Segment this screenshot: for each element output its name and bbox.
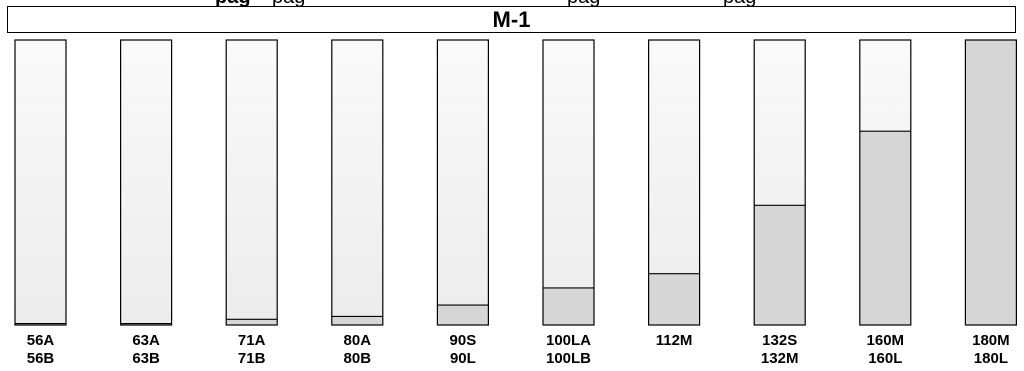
bar-outline-8 <box>859 39 912 326</box>
bar-outline-9 <box>964 39 1018 326</box>
category-label-2-line-0: 71A <box>238 332 266 349</box>
bar-empty-4 <box>437 40 489 325</box>
category-label-0-line-1: 56B <box>27 350 55 367</box>
chart-title-box: M-1 <box>7 6 1016 33</box>
category-label-6-line-0: 112M <box>656 332 693 349</box>
bar-fill-7 <box>754 205 806 325</box>
bar-outline-5 <box>542 39 595 326</box>
bar-empty-5 <box>543 40 594 325</box>
bar-empty-1 <box>120 40 172 325</box>
bar-empty-2 <box>226 40 278 325</box>
header-strip-text-2: pag <box>272 0 305 8</box>
cut-off-header-strip: pag pag pag pag <box>0 0 1024 8</box>
bar-fill-8 <box>859 131 911 325</box>
category-label-8-line-0: 160M <box>867 332 905 349</box>
header-strip-text-3: pag <box>567 0 600 8</box>
category-label-4-line-0: 90S <box>450 332 477 349</box>
bar-fill-1 <box>120 323 172 325</box>
bar-fill-0 <box>15 323 66 325</box>
bar-fill-4 <box>437 305 489 325</box>
bar-empty-3 <box>331 40 383 325</box>
category-label-5-line-0: 100LA <box>546 332 591 349</box>
bars-group <box>14 39 1018 326</box>
category-label-9-line-0: 180M <box>972 332 1010 349</box>
bar-outline-6 <box>647 39 701 326</box>
bar-empty-0 <box>15 40 66 325</box>
bar-fill-6 <box>648 273 700 325</box>
category-label-4-line-1: 90L <box>450 350 476 367</box>
category-label-7-line-0: 132S <box>762 332 797 349</box>
bar-fill-2 <box>226 319 278 325</box>
category-label-1-line-1: 63B <box>132 350 160 367</box>
category-label-3-line-1: 80B <box>344 350 372 367</box>
bar-outline-4 <box>436 39 489 326</box>
category-label-1-line-0: 63A <box>132 332 160 349</box>
bar-outline-3 <box>331 39 384 326</box>
bar-outline-0 <box>14 39 67 326</box>
category-label-7-line-1: 132M <box>761 350 799 367</box>
bar-fill-5 <box>543 287 594 325</box>
bar-fill-3 <box>331 316 383 325</box>
category-label-2-line-1: 71B <box>238 350 266 367</box>
bar-outline-1 <box>119 39 173 326</box>
category-label-0-line-0: 56A <box>27 332 55 349</box>
category-label-3-line-0: 80A <box>344 332 372 349</box>
category-label-5-line-1: 100LB <box>546 350 591 367</box>
chart-title: M-1 <box>492 6 531 32</box>
bar-outline-7 <box>753 39 806 326</box>
bar-fill-9 <box>965 40 1017 325</box>
header-strip-text-1: pag <box>215 0 251 8</box>
category-label-9-line-1: 180L <box>974 350 1008 367</box>
category-label-8-line-1: 160L <box>868 350 902 367</box>
bar-outline-2 <box>225 39 278 326</box>
header-strip-text-4: pag <box>723 0 756 8</box>
